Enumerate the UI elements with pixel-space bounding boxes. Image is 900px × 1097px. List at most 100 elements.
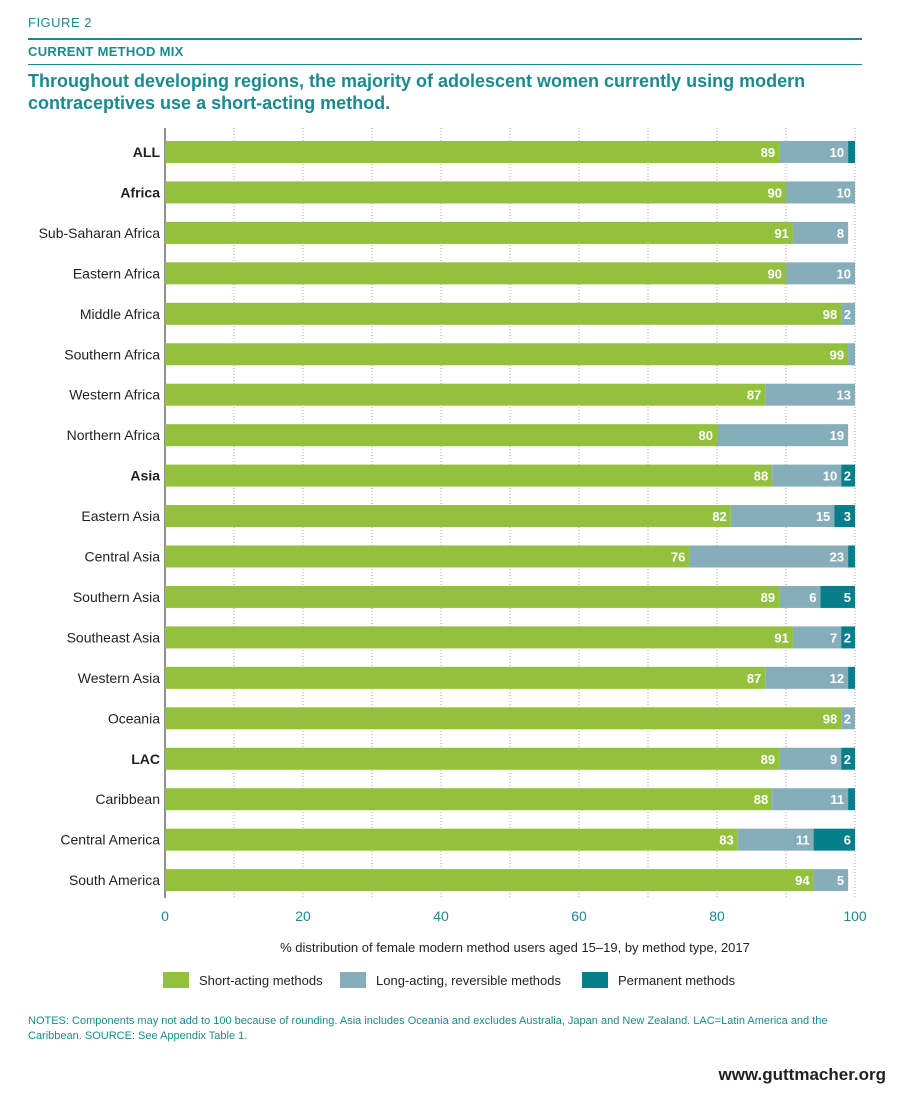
bar-segment-short — [165, 343, 849, 366]
bar-segment-long — [779, 585, 821, 608]
chart-legend: Short-acting methods Long-acting, revers… — [0, 970, 900, 992]
data-label: 5 — [837, 873, 844, 888]
data-label: 8 — [837, 226, 844, 241]
bar-segment-short — [165, 262, 786, 285]
legend-item-permanent: Permanent methods — [582, 970, 735, 990]
bar-segment-long — [765, 666, 849, 689]
x-tick-label: 80 — [709, 908, 725, 924]
x-axis-title: % distribution of female modern method u… — [280, 940, 750, 955]
bar-segment-short — [165, 302, 842, 325]
category-label: Central Asia — [85, 549, 161, 565]
data-label: 90 — [768, 185, 782, 200]
bar-segment-long — [772, 788, 849, 811]
data-label: 2 — [844, 469, 851, 484]
category-label: Africa — [120, 184, 160, 200]
legend-label-short: Short-acting methods — [199, 972, 323, 988]
figure-label: FIGURE 2 — [28, 15, 92, 30]
data-label: 11 — [830, 792, 844, 807]
data-label: 91 — [774, 226, 788, 241]
legend-item-long: Long-acting, reversible methods — [340, 970, 561, 990]
category-label: LAC — [131, 751, 160, 767]
bar-segment-long — [689, 545, 849, 568]
bar-segment-short — [165, 828, 738, 851]
data-label: 23 — [830, 550, 844, 565]
category-label: Western Africa — [69, 387, 160, 403]
data-label: 88 — [754, 469, 768, 484]
data-label: 91 — [774, 630, 788, 645]
category-label: South America — [69, 872, 160, 888]
x-tick-label: 0 — [161, 908, 169, 924]
data-label: 10 — [830, 145, 844, 160]
data-label: 76 — [671, 550, 685, 565]
legend-swatch-permanent — [582, 972, 608, 988]
data-label: 3 — [844, 509, 851, 524]
x-tick-label: 100 — [843, 908, 867, 924]
data-label: 10 — [823, 469, 837, 484]
figure-title: Throughout developing regions, the major… — [28, 71, 806, 113]
bar-segment-long — [765, 383, 855, 406]
data-label: 87 — [747, 388, 761, 403]
bar-segment-long — [779, 747, 842, 770]
header-rule — [28, 38, 862, 40]
data-label: 98 — [823, 711, 837, 726]
data-label: 7 — [830, 630, 837, 645]
bar-segment-long — [792, 626, 842, 649]
bar-segment-long — [717, 424, 849, 447]
bar-segment-short — [165, 141, 780, 163]
figure-subtitle: CURRENT METHOD MIX — [28, 44, 184, 59]
data-label: 89 — [761, 752, 775, 767]
data-label: 82 — [712, 509, 726, 524]
category-label: Asia — [130, 468, 160, 484]
data-label: 10 — [837, 185, 851, 200]
notes: NOTES: Components may not add to 100 bec… — [28, 1015, 828, 1042]
data-label: 94 — [795, 873, 810, 888]
bar-segment-short — [165, 869, 814, 892]
category-label: Southern Africa — [64, 346, 160, 362]
x-tick-label: 20 — [295, 908, 311, 924]
category-label: Sub-Saharan Africa — [39, 225, 161, 241]
bar-segment-short — [165, 545, 690, 568]
website-url: www.guttmacher.org — [718, 1065, 886, 1084]
data-label: 11 — [796, 833, 810, 848]
legend-item-short: Short-acting methods — [163, 970, 323, 990]
category-label: Eastern Africa — [73, 265, 160, 281]
data-label: 83 — [719, 833, 733, 848]
legend-label-permanent: Permanent methods — [618, 972, 736, 988]
bar-segment-perm — [834, 505, 855, 528]
bar-segment-long — [786, 181, 855, 204]
bar-segment-short — [165, 626, 793, 649]
data-label: 12 — [830, 671, 844, 686]
bar-segment-long — [841, 707, 855, 730]
data-label: 6 — [809, 590, 816, 605]
bar-segment-short — [165, 383, 766, 406]
bar-segment-short — [165, 585, 780, 608]
x-tick-label: 40 — [433, 908, 449, 924]
bar-segment-perm — [841, 747, 855, 770]
data-label: 88 — [754, 792, 768, 807]
data-label: 6 — [844, 833, 851, 848]
data-label: 10 — [837, 266, 851, 281]
bar-segment-perm — [848, 545, 855, 568]
bar-segment-short — [165, 464, 773, 487]
data-label: 13 — [837, 388, 851, 403]
category-label: Caribbean — [95, 791, 160, 807]
legend-label-long: Long-acting, reversible methods — [376, 972, 561, 988]
bar-segment-short — [165, 788, 773, 811]
data-label: 87 — [747, 671, 761, 686]
category-label: Central America — [60, 832, 160, 848]
bar-segment-long — [772, 464, 842, 487]
bar-segment-long — [779, 141, 849, 163]
data-label: 80 — [699, 428, 713, 443]
bar-segment-short — [165, 747, 780, 770]
data-label: 2 — [844, 630, 851, 645]
category-label: Eastern Asia — [81, 508, 160, 524]
category-label: Oceania — [108, 710, 160, 726]
bar-segment-perm — [841, 626, 855, 649]
bar-segment-long — [792, 221, 849, 244]
bar-segment-perm — [848, 666, 855, 689]
data-label: 89 — [761, 590, 775, 605]
bar-segment-short — [165, 181, 786, 204]
data-label: 19 — [830, 428, 844, 443]
category-label: Southeast Asia — [67, 629, 161, 645]
category-label: Middle Africa — [80, 306, 160, 322]
